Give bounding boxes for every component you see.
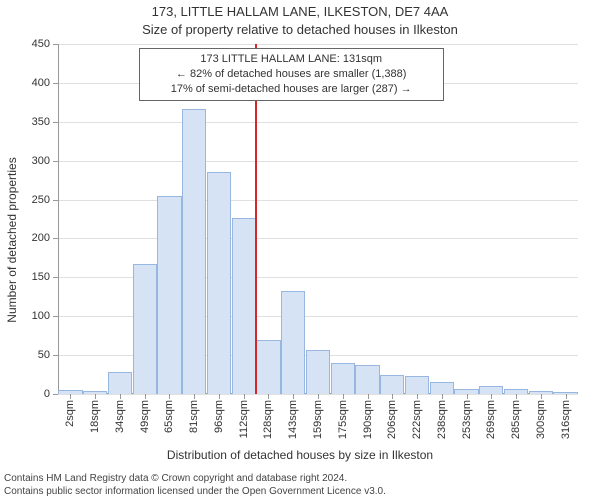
xtick-label: 65sqm xyxy=(163,394,175,433)
chart-title-line2: Size of property relative to detached ho… xyxy=(0,22,600,37)
histogram-bar xyxy=(157,196,181,394)
xtick-label: 143sqm xyxy=(287,394,299,439)
chart-title-line1: 173, LITTLE HALLAM LANE, ILKESTON, DE7 4… xyxy=(0,4,600,19)
xtick-label: 159sqm xyxy=(312,394,324,439)
xtick-label: 81sqm xyxy=(188,394,200,433)
histogram-bar xyxy=(182,109,206,394)
x-axis-label: Distribution of detached houses by size … xyxy=(0,448,600,462)
y-axis-label: Number of detached properties xyxy=(5,157,19,322)
grid-line xyxy=(58,200,578,201)
grid-line xyxy=(58,161,578,162)
xtick-label: 316sqm xyxy=(560,394,572,439)
ytick-label: 200 xyxy=(32,232,58,244)
histogram-bar xyxy=(256,340,280,394)
xtick-label: 222sqm xyxy=(411,394,423,439)
xtick-label: 96sqm xyxy=(213,394,225,433)
grid-line xyxy=(58,44,578,45)
footer-attribution: Contains HM Land Registry data © Crown c… xyxy=(4,473,596,498)
ytick-label: 350 xyxy=(32,116,58,128)
annotation-line: 17% of semi-detached houses are larger (… xyxy=(146,82,437,97)
grid-line xyxy=(58,238,578,239)
ytick-label: 250 xyxy=(32,194,58,206)
histogram-bar xyxy=(207,172,231,394)
xtick-label: 2sqm xyxy=(64,394,76,427)
histogram-bar xyxy=(232,218,256,394)
footer-line: Contains HM Land Registry data © Crown c… xyxy=(4,473,596,486)
xtick-label: 190sqm xyxy=(362,394,374,439)
footer-line: Contains public sector information licen… xyxy=(4,486,596,499)
ytick-label: 100 xyxy=(32,310,58,322)
histogram-bar xyxy=(108,372,132,394)
ytick-label: 400 xyxy=(32,77,58,89)
xtick-label: 269sqm xyxy=(485,394,497,439)
annotation-line: ← 82% of detached houses are smaller (1,… xyxy=(146,67,437,82)
xtick-label: 34sqm xyxy=(114,394,126,433)
xtick-label: 285sqm xyxy=(510,394,522,439)
histogram-bar xyxy=(133,264,157,394)
xtick-label: 128sqm xyxy=(262,394,274,439)
xtick-label: 18sqm xyxy=(89,394,101,433)
ytick-label: 450 xyxy=(32,38,58,50)
annotation-line: 173 LITTLE HALLAM LANE: 131sqm xyxy=(146,52,437,67)
y-axis-line xyxy=(58,44,59,394)
histogram-bar xyxy=(306,350,330,394)
chart-container: 173, LITTLE HALLAM LANE, ILKESTON, DE7 4… xyxy=(0,0,600,500)
ytick-label: 0 xyxy=(44,388,58,400)
histogram-bar xyxy=(380,375,404,394)
histogram-bar xyxy=(331,363,355,394)
xtick-label: 112sqm xyxy=(238,394,250,438)
histogram-bar xyxy=(430,382,454,394)
ytick-label: 300 xyxy=(32,155,58,167)
histogram-bar xyxy=(281,291,305,394)
xtick-label: 238sqm xyxy=(436,394,448,439)
histogram-bar xyxy=(405,376,429,394)
xtick-label: 49sqm xyxy=(139,394,151,433)
histogram-bar xyxy=(479,386,503,394)
ytick-label: 150 xyxy=(32,271,58,283)
grid-line xyxy=(58,122,578,123)
histogram-bar xyxy=(355,365,379,394)
xtick-label: 175sqm xyxy=(337,394,349,439)
xtick-label: 300sqm xyxy=(535,394,547,439)
xtick-label: 253sqm xyxy=(461,394,473,439)
xtick-label: 206sqm xyxy=(386,394,398,439)
ytick-label: 50 xyxy=(38,349,58,361)
annotation-box: 173 LITTLE HALLAM LANE: 131sqm ← 82% of … xyxy=(139,48,444,101)
